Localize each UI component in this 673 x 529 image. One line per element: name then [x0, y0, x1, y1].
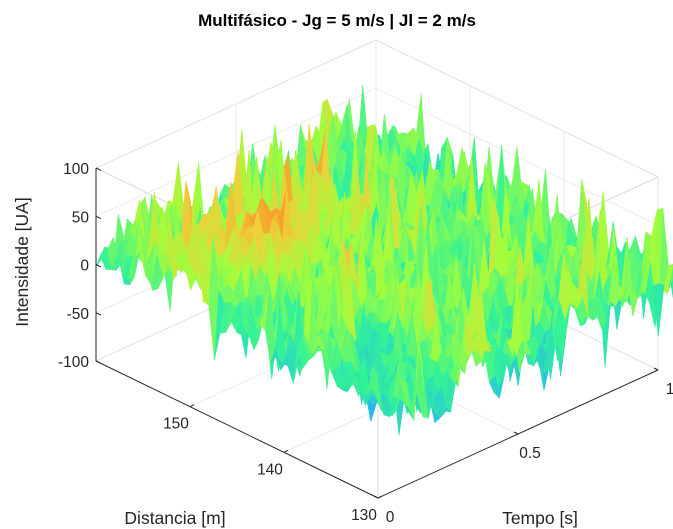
y-tick-label: 140	[257, 461, 283, 478]
z-tick-label: 0	[80, 258, 89, 275]
z-tick-mark	[95, 264, 102, 268]
x-tick-label: 0.5	[519, 445, 541, 462]
y-axis-ticks: 130 140 150	[163, 404, 383, 524]
y-tick-label: 150	[163, 416, 189, 433]
y-axis-line	[95, 360, 379, 499]
y-tick-mark	[377, 495, 383, 499]
z-tick-label: 50	[72, 209, 90, 226]
z-axis-label: Intensidade [UA]	[12, 197, 32, 326]
x-axis-ticks: 00.51	[373, 367, 673, 526]
z-tick-label: -50	[67, 306, 90, 323]
z-tick-mark	[95, 360, 102, 364]
z-tick-label: -100	[58, 354, 89, 371]
surface-plot	[95, 85, 673, 436]
y-tick-label: 130	[351, 507, 377, 524]
z-axis-ticks: 100 50 0 -50 -100	[58, 161, 102, 371]
y-axis-label: Distancia [m]	[124, 508, 225, 528]
z-tick-mark	[95, 215, 102, 220]
x-tick-mark	[373, 495, 379, 499]
y-tick-mark	[189, 404, 195, 408]
chart-title: Multifásico - Jg = 5 m/s | Jl = 2 m/s	[198, 11, 476, 30]
z-tick-label: 100	[63, 161, 89, 178]
y-tick-mark	[283, 449, 289, 453]
x-axis-label: Tempo [s]	[502, 508, 578, 528]
x-tick-label: 1	[666, 381, 673, 398]
z-tick-mark	[95, 167, 102, 171]
grid-line	[375, 39, 659, 178]
x-tick-label: 0	[386, 509, 395, 526]
surface-cell	[400, 380, 411, 411]
x-tick-mark	[653, 367, 659, 371]
x-tick-mark	[513, 431, 519, 435]
z-tick-mark	[95, 312, 102, 316]
